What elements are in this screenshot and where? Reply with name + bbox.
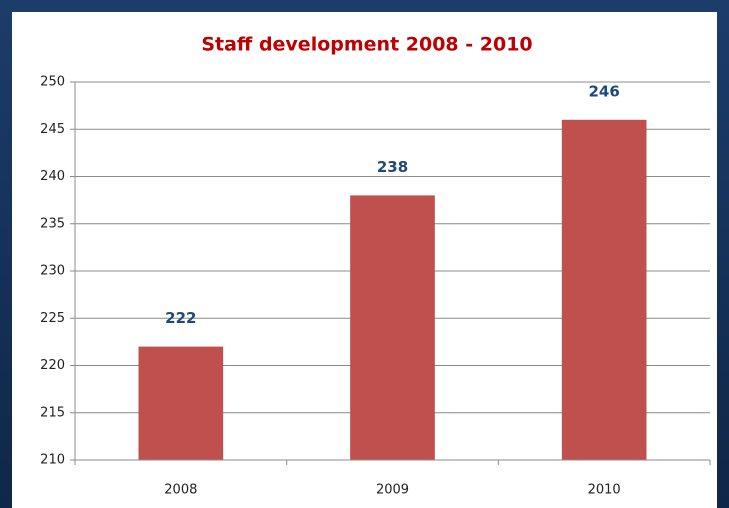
x-tick-label: 2009 — [376, 483, 409, 498]
x-tick-label: 2008 — [164, 483, 197, 498]
bar — [138, 346, 224, 460]
y-tick-label: 210 — [40, 453, 65, 468]
y-tick-label: 245 — [40, 122, 65, 137]
y-tick-label: 250 — [40, 75, 65, 90]
y-tick-label: 215 — [40, 405, 65, 420]
bar — [561, 119, 647, 461]
y-tick-label: 230 — [40, 264, 65, 279]
value-label: 238 — [377, 158, 408, 176]
y-tick-label: 225 — [40, 311, 65, 326]
value-label: 246 — [589, 82, 620, 100]
bar — [350, 195, 435, 460]
y-tick-label: 220 — [40, 358, 65, 373]
y-tick-label: 235 — [40, 216, 65, 231]
y-tick-label: 240 — [40, 169, 65, 184]
x-tick-label: 2010 — [588, 483, 621, 498]
value-label: 222 — [165, 309, 196, 327]
chart-title: Staff development 2008 - 2010 — [201, 34, 532, 56]
